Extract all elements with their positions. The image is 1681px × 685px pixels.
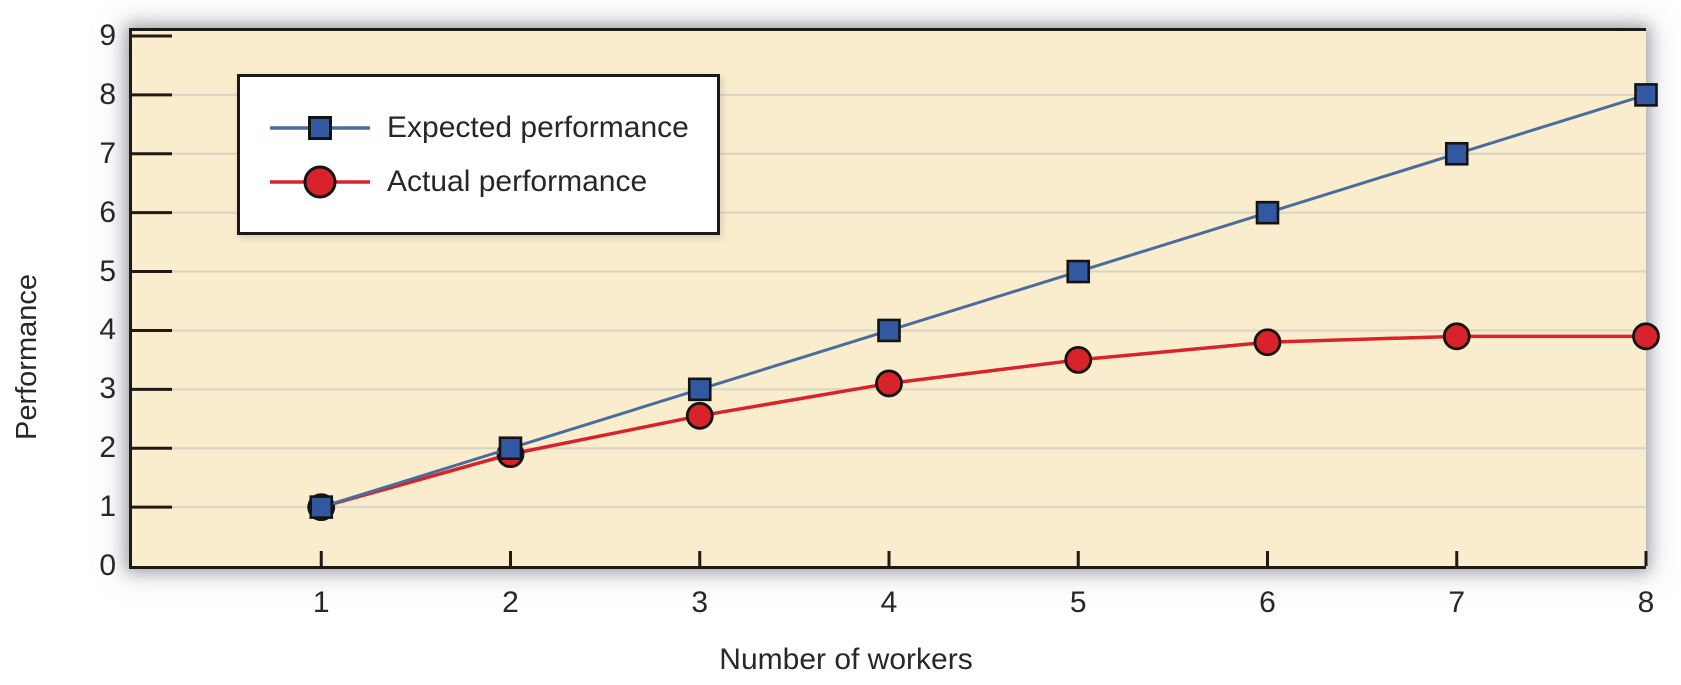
x-axis-title: Number of workers bbox=[719, 643, 973, 676]
y-tick-label-5: 5 bbox=[99, 254, 116, 288]
y-tick-label-6: 6 bbox=[99, 195, 116, 229]
y-tick-label-7: 7 bbox=[99, 136, 116, 170]
y-tick-label-0: 0 bbox=[99, 549, 116, 582]
y-tick-label-4: 4 bbox=[99, 313, 116, 347]
x-tick-label-4: 4 bbox=[880, 586, 898, 619]
x-tick-label-8: 8 bbox=[1637, 586, 1655, 619]
red-circle-marker-icon bbox=[270, 165, 370, 198]
y-tick-label-2: 2 bbox=[99, 431, 116, 465]
y-tick-label-1: 1 bbox=[99, 490, 116, 524]
blue-square-marker-icon bbox=[270, 115, 370, 140]
legend-label-actual: Actual performance bbox=[387, 164, 648, 198]
x-tick-label-6: 6 bbox=[1259, 586, 1276, 619]
legend-item-actual-performance: Actual performance bbox=[268, 162, 717, 202]
y-tick-label-9: 9 bbox=[99, 19, 116, 52]
x-tick-label-1: 1 bbox=[312, 586, 330, 619]
x-tick-label-5: 5 bbox=[1069, 586, 1087, 619]
y-tick-label-8: 8 bbox=[99, 77, 116, 111]
legend: Expected performance Actual performance bbox=[237, 74, 720, 235]
legend-item-expected-performance: Expected performance bbox=[268, 108, 717, 148]
x-tick-label-2: 2 bbox=[502, 586, 519, 619]
y-axis-title: Performance bbox=[11, 274, 43, 441]
x-tick-label-3: 3 bbox=[691, 586, 709, 619]
y-tick-label-3: 3 bbox=[99, 372, 116, 406]
legend-label-expected: Expected performance bbox=[387, 110, 689, 144]
x-tick-label-7: 7 bbox=[1448, 586, 1466, 619]
